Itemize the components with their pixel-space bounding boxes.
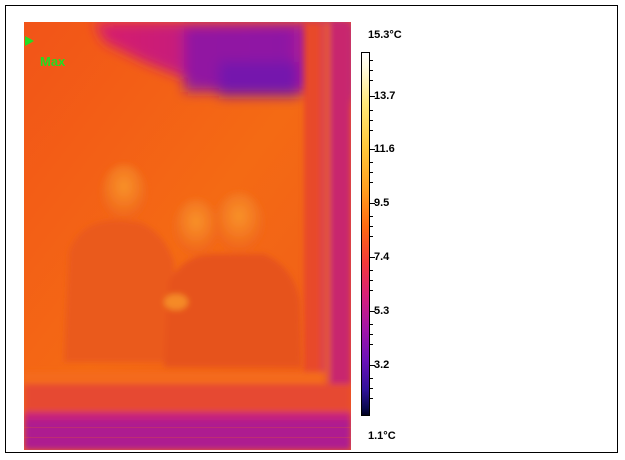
cold-ceiling-region bbox=[94, 22, 351, 102]
scale-minor-tick bbox=[370, 236, 373, 237]
scale-tick-label: 9.5 bbox=[374, 197, 390, 209]
max-marker-icon bbox=[25, 36, 34, 46]
scale-tick-label: 3.2 bbox=[374, 359, 390, 371]
scale-minor-tick bbox=[370, 226, 373, 227]
scale-minor-tick bbox=[370, 290, 373, 291]
scale-minor-tick bbox=[370, 172, 373, 173]
scale-minor-tick bbox=[370, 398, 373, 399]
scale-minor-tick bbox=[370, 216, 373, 217]
scale-tick-label: 13.7 bbox=[374, 90, 396, 102]
scale-minor-tick bbox=[370, 280, 373, 281]
scale-minor-tick bbox=[370, 388, 373, 389]
scale-minor-tick bbox=[370, 130, 373, 131]
scale-tick bbox=[370, 203, 375, 204]
scanline-texture bbox=[24, 427, 351, 438]
scale-tick bbox=[370, 257, 375, 258]
thermal-image-canvas bbox=[24, 22, 351, 450]
temperature-colorbar bbox=[361, 52, 370, 416]
scale-minor-tick bbox=[370, 120, 373, 121]
scale-tick bbox=[370, 365, 375, 366]
scale-tick bbox=[370, 149, 375, 150]
people-silhouettes bbox=[64, 164, 302, 367]
scale-tick bbox=[370, 96, 375, 97]
scale-minor-tick bbox=[370, 70, 373, 71]
scale-minor-tick bbox=[370, 344, 373, 345]
scale-minor-tick bbox=[370, 110, 373, 111]
scale-minor-tick bbox=[370, 80, 373, 81]
scale-max-label: 15.3°C bbox=[368, 29, 402, 41]
scale-minor-tick bbox=[370, 162, 373, 163]
scale-minor-tick bbox=[370, 60, 373, 61]
scale-min-label: 1.1°C bbox=[368, 430, 396, 442]
max-marker-label: Max bbox=[40, 54, 66, 69]
thermal-image bbox=[24, 22, 351, 450]
window-frame-region bbox=[24, 22, 351, 450]
scale-minor-tick bbox=[370, 270, 373, 271]
scale-minor-tick bbox=[370, 378, 373, 379]
scale-minor-tick bbox=[370, 324, 373, 325]
scale-minor-tick bbox=[370, 334, 373, 335]
scale-tick-label: 11.6 bbox=[374, 143, 395, 155]
scale-minor-tick bbox=[370, 182, 373, 183]
scale-tick-label: 5.3 bbox=[374, 305, 390, 317]
scale-tick bbox=[370, 311, 375, 312]
scale-tick-label: 7.4 bbox=[374, 251, 390, 263]
